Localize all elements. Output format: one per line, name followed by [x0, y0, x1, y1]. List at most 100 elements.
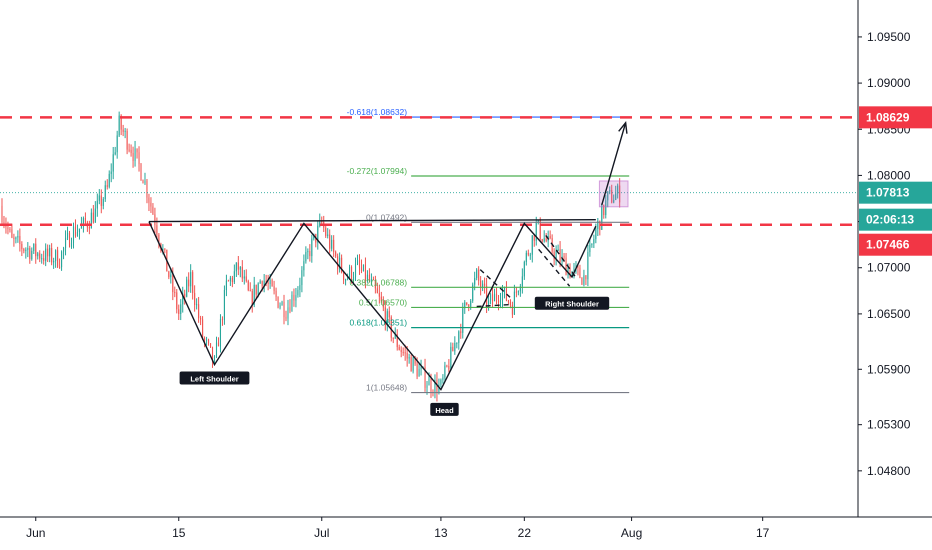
candle-body	[158, 234, 160, 244]
candle-body	[70, 242, 73, 247]
candle-body	[287, 307, 289, 319]
candle-body	[523, 261, 525, 277]
candle-body	[51, 248, 53, 263]
candle-body	[80, 224, 82, 229]
pattern-label-text: Head	[435, 406, 454, 415]
candle-body	[476, 269, 478, 278]
candle-body	[480, 280, 482, 289]
candle-body	[386, 311, 388, 326]
candle-body	[273, 286, 275, 291]
candle-body	[493, 293, 496, 302]
candle-body	[466, 302, 468, 305]
candle-body	[130, 149, 132, 154]
candle-body	[271, 279, 273, 287]
price-tick-label: 1.08000	[867, 168, 911, 182]
candle-body	[35, 243, 37, 257]
candle-body	[78, 228, 80, 232]
candle-body	[217, 342, 220, 347]
candle-body	[136, 148, 138, 153]
candle-body	[68, 232, 71, 247]
candle-body	[182, 293, 184, 305]
candle-body	[555, 250, 557, 259]
candle-body	[61, 251, 63, 268]
candle-body	[211, 346, 214, 363]
candle-body	[454, 343, 456, 352]
candle-body	[21, 244, 23, 250]
candle-body	[376, 288, 378, 294]
candle-body	[488, 300, 490, 306]
flag-channel-lower	[538, 248, 571, 287]
countdown-tag-text: 02:06:13	[866, 213, 914, 227]
candle-body	[184, 293, 186, 297]
candle-body	[229, 277, 231, 282]
candle-body	[416, 363, 418, 377]
candle-body	[352, 276, 355, 281]
candle-body	[243, 276, 245, 279]
candle-body	[122, 129, 124, 132]
candle-body	[64, 237, 67, 248]
candle-body	[499, 300, 502, 303]
candle-body	[221, 319, 223, 321]
candle-body	[194, 292, 196, 306]
candle-body	[613, 199, 615, 203]
candle-body	[198, 304, 200, 319]
candle-body	[215, 342, 218, 357]
candle-body	[450, 346, 452, 370]
price-tick-label: 1.09500	[867, 30, 911, 44]
price-tick-label: 1.04800	[867, 464, 911, 478]
candle-body	[29, 248, 31, 260]
candle-body	[501, 292, 504, 301]
candle-body	[362, 264, 365, 271]
candle-body	[527, 252, 529, 255]
candle-body	[23, 249, 25, 251]
candle-body	[295, 295, 297, 301]
candle-body	[615, 193, 617, 200]
candle-body	[13, 237, 15, 240]
candle-body	[100, 195, 102, 206]
candle-body	[154, 214, 156, 226]
candle-body	[98, 195, 100, 201]
candle-body	[430, 378, 432, 392]
candle-body	[307, 251, 309, 253]
candle-body	[404, 352, 406, 354]
candle-body	[509, 301, 511, 306]
candle-body	[76, 231, 79, 236]
candle-body	[120, 115, 122, 130]
candle-body	[507, 300, 509, 302]
candle-body	[565, 257, 567, 276]
support-price-tag-text: 1.07466	[866, 238, 910, 252]
candle-body	[378, 293, 380, 297]
candle-body	[247, 280, 249, 291]
candle-body	[255, 284, 257, 295]
candle-body	[484, 283, 486, 286]
candle-body	[283, 301, 285, 318]
candle-body	[571, 271, 573, 278]
candle-body	[591, 243, 593, 245]
candle-body	[66, 232, 69, 238]
price-tick-label: 1.05300	[867, 418, 911, 432]
candle-body	[102, 199, 104, 206]
current-price-tag-text: 1.07813	[866, 186, 910, 200]
candle-body	[333, 239, 335, 252]
candle-body	[72, 226, 75, 243]
candle-body	[339, 257, 341, 270]
candle-body	[41, 258, 43, 260]
candle-body	[468, 304, 470, 307]
candle-body	[124, 130, 126, 132]
candle-body	[168, 271, 170, 278]
pattern-label: Right Shoulder	[534, 296, 610, 310]
candle-body	[11, 229, 13, 238]
current-price-tag-bg	[859, 181, 932, 204]
candle-body	[235, 262, 237, 272]
candle-body	[82, 218, 84, 225]
time-tick-label: Jul	[314, 526, 329, 540]
candle-body	[309, 251, 311, 257]
candle-body	[162, 248, 164, 251]
fib-level-label: 0.382(1.06788)	[349, 277, 407, 287]
candle-body	[245, 276, 247, 281]
candle-body	[267, 282, 269, 284]
candle-body	[116, 135, 118, 153]
candle-body	[414, 357, 416, 364]
time-tick-label: 13	[434, 526, 448, 540]
